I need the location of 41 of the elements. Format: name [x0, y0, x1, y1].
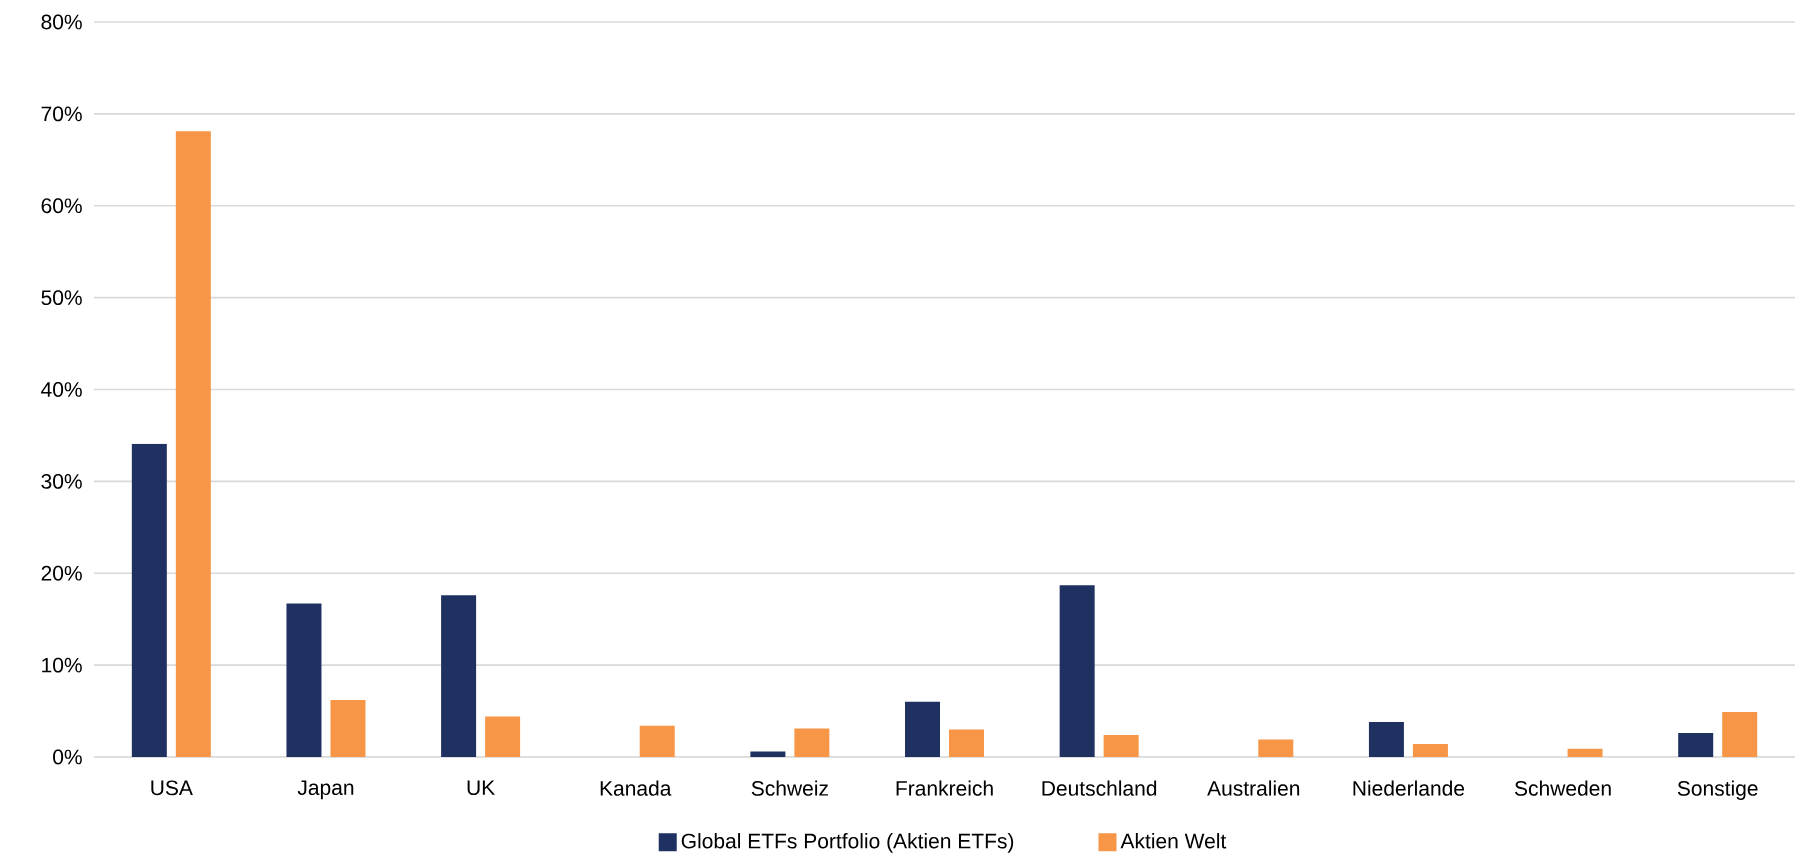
bar: [175, 131, 211, 757]
bar: [750, 751, 786, 757]
x-tick-label: Niederlande: [1353, 780, 1465, 796]
bar: [1567, 748, 1603, 757]
bar: [1412, 743, 1448, 757]
bar: [1722, 711, 1758, 757]
bar: [949, 729, 985, 757]
legend-label: Aktien Welt: [1120, 832, 1227, 849]
bar: [905, 701, 941, 757]
x-tick-label: Kanada: [600, 780, 672, 796]
bar: [1103, 734, 1139, 757]
bar: [441, 595, 477, 757]
bar: [330, 699, 366, 757]
y-tick-label: 0%: [53, 749, 82, 765]
x-tick-label: Australien: [1207, 780, 1300, 796]
x-tick-label: Schweiz: [751, 780, 828, 796]
y-tick-label: 10%: [42, 657, 82, 673]
x-tick-label: Frankreich: [896, 780, 993, 796]
bar: [1678, 732, 1714, 757]
x-tick-label: USA: [151, 780, 193, 796]
x-tick-label: UK: [467, 780, 495, 795]
bar: [1258, 739, 1294, 757]
bar: [485, 716, 521, 757]
y-tick-label: 20%: [41, 565, 82, 581]
y-tick-label: 50%: [41, 289, 82, 305]
bar: [794, 728, 830, 757]
y-tick-label: 60%: [41, 198, 82, 213]
bar: [1368, 721, 1404, 757]
bar: [1059, 584, 1095, 757]
legend-label: Global ETFs Portfolio (Aktien ETFs): [681, 832, 1014, 853]
y-tick-label: 70%: [41, 106, 82, 122]
y-tick-label: 30%: [41, 473, 82, 489]
y-tick-label: 80%: [41, 14, 82, 30]
bar: [286, 603, 322, 757]
x-tick-label: Schweden: [1514, 780, 1611, 796]
y-tick-label: 40%: [41, 381, 82, 397]
bar: [639, 725, 675, 757]
bar: [131, 443, 167, 757]
x-tick-label: Deutschland: [1042, 780, 1157, 796]
x-tick-label: Japan: [297, 780, 354, 799]
x-tick-label: Sonstige: [1677, 780, 1758, 800]
